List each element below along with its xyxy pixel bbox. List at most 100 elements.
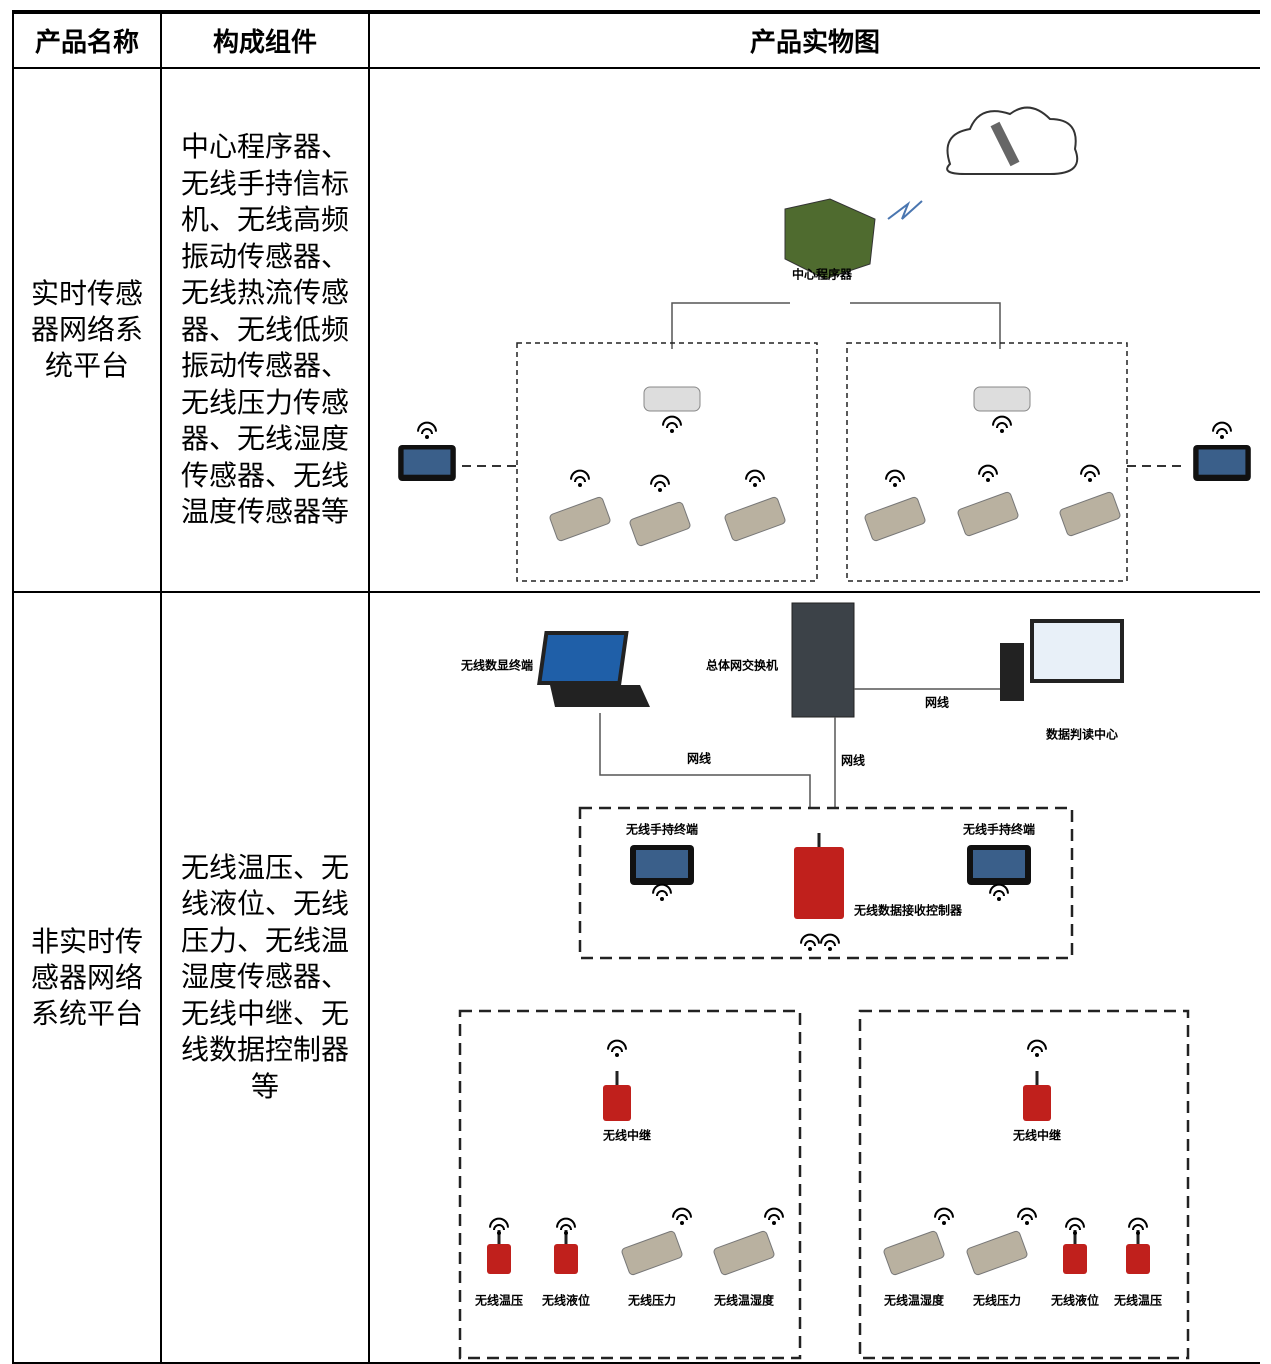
header-cell: 构成组件 [160, 11, 370, 69]
red-device [603, 1085, 631, 1121]
diagram-label: 无线温湿度 [713, 1293, 775, 1308]
wifi-icon [1025, 1221, 1029, 1225]
wifi-icon [570, 469, 590, 480]
wifi-icon [574, 476, 586, 483]
sensor [957, 491, 1019, 537]
group-box [516, 342, 818, 582]
wifi-icon [1212, 421, 1232, 432]
wifi-icon [1073, 1231, 1077, 1235]
sensor [713, 1230, 775, 1276]
receiver [973, 386, 1031, 412]
wifi-icon [982, 471, 994, 478]
diagram-label: 无线温压 [1113, 1293, 1162, 1308]
diagram-label: 无线液位 [541, 1293, 590, 1308]
group-box [458, 1009, 802, 1360]
wifi-icon [764, 1207, 784, 1218]
components: 中心程序器、无线手持信标机、无线高频振动传感器、无线热流传感器、无线低频振动传感… [160, 67, 370, 593]
wifi-icon [1136, 1231, 1140, 1235]
wifi-icon [672, 1207, 692, 1218]
switch-cabinet [791, 602, 855, 718]
diagram-label: 无线温湿度 [883, 1293, 945, 1308]
red-device [1063, 1244, 1087, 1274]
wifi-icon [1027, 1039, 1047, 1050]
diagram-label: 无线压力 [627, 1293, 676, 1308]
wifi-icon [828, 947, 832, 951]
header-cell: 产品实物图 [368, 11, 1260, 69]
wifi-icon [421, 428, 433, 435]
pc-tower [1000, 643, 1024, 701]
wifi-icon [1080, 464, 1100, 475]
header-cell: 产品名称 [12, 11, 162, 69]
wifi-icon [1088, 478, 1092, 482]
wifi-icon [942, 1221, 946, 1225]
cloud [946, 106, 1079, 175]
product-name: 实时传感器网络系统平台 [12, 67, 162, 593]
wifi-icon [489, 1217, 509, 1228]
tablet-screen [1198, 449, 1246, 475]
wifi-icon [611, 1046, 623, 1053]
diagram-label: 数据判读中心 [1046, 727, 1118, 742]
satellite [990, 121, 1020, 167]
wifi-icon [768, 1214, 780, 1221]
product-table: 产品名称 构成组件 产品实物图 实时传感器网络系统平台 中心程序器、无线手持信标… [12, 10, 1260, 1364]
wifi-icon [654, 481, 666, 488]
wifi-icon [1084, 471, 1096, 478]
signal [887, 200, 923, 220]
wifi-icon [889, 476, 901, 483]
wifi-icon [660, 897, 664, 901]
wifi-icon [615, 1053, 619, 1057]
wifi-icon [607, 1039, 627, 1050]
components: 无线温压、无线液位、无线压力、无线温湿度传感器、无线中继、无线数据控制器等 [160, 591, 370, 1364]
group-box [858, 1009, 1190, 1360]
group-box [578, 806, 1074, 960]
cable [671, 302, 790, 349]
laptop-base [550, 685, 650, 707]
picture-cell: 中心程序器 [368, 67, 1260, 593]
wifi-icon [1035, 1053, 1039, 1057]
red-device [554, 1244, 578, 1274]
diagram-label: 无线中继 [1012, 1128, 1061, 1143]
sensor [1059, 491, 1121, 537]
wifi-icon [1220, 435, 1224, 439]
wifi-icon [658, 488, 662, 492]
laptop-screen [537, 631, 629, 685]
diagram-label: 网线 [687, 751, 711, 766]
receiver [643, 386, 701, 412]
wifi-icon [824, 940, 836, 947]
red-device [794, 847, 844, 919]
tablet-screen [403, 449, 451, 475]
wifi-icon [676, 1214, 688, 1221]
red-device [1126, 1244, 1150, 1274]
diagram-label: 网线 [841, 753, 865, 768]
wifi-icon [992, 415, 1012, 426]
wifi-icon [745, 469, 765, 480]
wifi-icon [978, 464, 998, 475]
wifi-icon [986, 478, 990, 482]
wifi-icon [666, 422, 678, 429]
wifi-icon [560, 1224, 572, 1231]
group-box [846, 342, 1128, 582]
wifi-icon [1065, 1217, 1085, 1228]
sensor [883, 1230, 945, 1276]
wifi-icon [749, 476, 761, 483]
wifi-icon [1017, 1207, 1037, 1218]
diagram-label: 无线数显终端 [460, 658, 533, 673]
product-name: 非实时传感器网络系统平台 [12, 591, 162, 1364]
diagram-label: 无线液位 [1050, 1293, 1099, 1308]
wifi-icon [1216, 428, 1228, 435]
wifi-icon [578, 483, 582, 487]
wifi-icon [1021, 1214, 1033, 1221]
wifi-icon [804, 940, 816, 947]
wifi-icon [885, 469, 905, 480]
wifi-icon [564, 1231, 568, 1235]
wifi-icon [808, 947, 812, 951]
sensor [864, 496, 926, 542]
wifi-icon [989, 883, 1009, 894]
wifi-icon [753, 483, 757, 487]
wifi-icon [996, 422, 1008, 429]
diagram-label: 总体网交换机 [706, 658, 778, 673]
wifi-icon [1000, 429, 1004, 433]
sensor [621, 1230, 683, 1276]
